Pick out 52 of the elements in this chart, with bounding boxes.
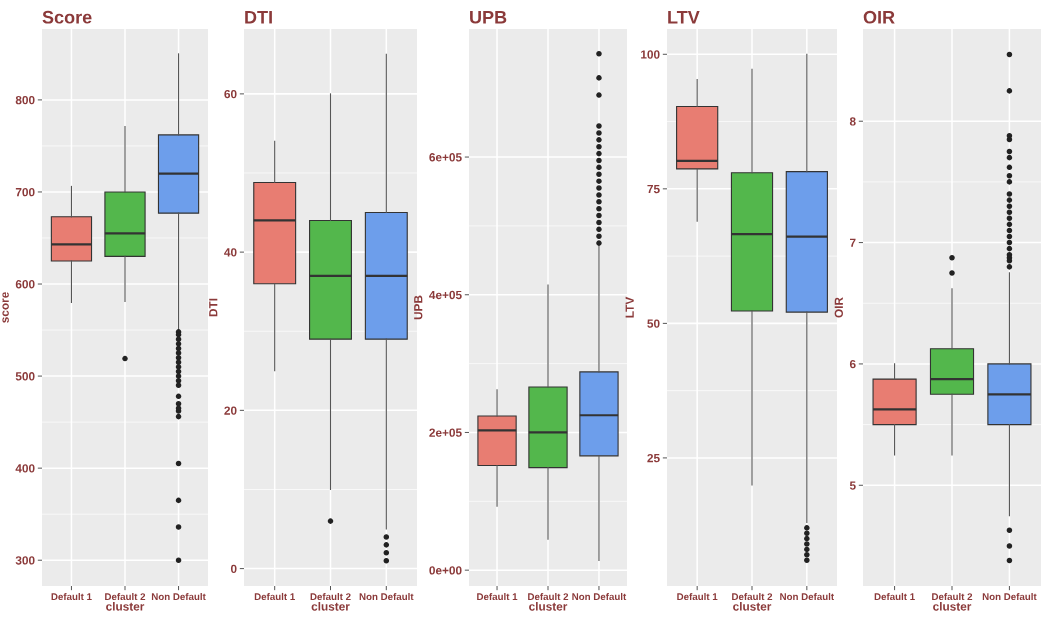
y-tick-label: 800 [15, 95, 35, 105]
y-axis-title: score [2, 292, 9, 323]
chart-title: DTI [245, 11, 272, 24]
x-tick-label: Default 1 [51, 592, 92, 601]
y-tick-label: 20 [224, 406, 237, 415]
x-axis-title: cluster [106, 602, 145, 611]
x-tick-label: Default 2 [732, 592, 773, 601]
y-axis-title: OIR [834, 297, 843, 318]
y-tick-label: 4e+05 [429, 290, 462, 300]
x-tick-label: Non Default [359, 592, 414, 601]
x-tick-label: Default 2 [932, 592, 973, 601]
x-tick-label: Non Default [151, 592, 206, 601]
x-tick-label: Default 1 [677, 592, 718, 601]
x-tick-label: Non Default [572, 592, 627, 601]
x-tick-label: Default 1 [874, 592, 915, 601]
x-axis-title: cluster [933, 602, 972, 611]
x-axis-title: cluster [311, 602, 350, 611]
y-tick-label: 5 [849, 481, 856, 490]
x-tick-label: Non Default [780, 592, 834, 601]
y-axis-title: UPB [414, 295, 423, 320]
y-tick-label: 6 [849, 359, 856, 369]
chart-title: UPB [470, 11, 507, 24]
y-tick-label: 2e+05 [429, 428, 462, 437]
chart-title: Score [42, 10, 92, 24]
y-tick-label: 6e+05 [429, 153, 462, 162]
chart-title: LTV [668, 11, 700, 24]
y-tick-label: 50 [647, 319, 660, 328]
y-tick-label: 40 [224, 248, 237, 257]
x-tick-label: Non Default [982, 592, 1037, 601]
y-tick-label: 60 [224, 89, 237, 99]
y-tick-label: 0 [230, 564, 237, 573]
chart-title: OIR [863, 10, 895, 24]
x-tick-label: Default 2 [105, 592, 146, 601]
x-tick-label: Default 1 [254, 592, 295, 601]
x-tick-label: Default 2 [528, 592, 569, 601]
y-tick-label: 7 [850, 238, 856, 247]
y-tick-label: 100 [641, 50, 660, 59]
y-axis-title: LTV [625, 296, 634, 318]
y-tick-label: 8 [849, 117, 856, 126]
y-tick-label: 700 [15, 187, 35, 197]
y-tick-label: 25 [647, 453, 660, 463]
x-axis-title: cluster [529, 602, 568, 611]
y-tick-label: 0e+00 [429, 566, 462, 575]
y-tick-label: 500 [15, 372, 35, 381]
x-axis-title: cluster [733, 602, 772, 611]
x-tick-label: Default 1 [477, 592, 518, 601]
y-tick-label: 75 [647, 184, 660, 194]
y-tick-label: 600 [15, 280, 35, 289]
x-tick-label: Default 2 [310, 592, 351, 601]
y-tick-label: 300 [15, 556, 35, 565]
y-tick-label: 400 [15, 464, 35, 473]
y-axis-title: DTI [209, 298, 218, 317]
